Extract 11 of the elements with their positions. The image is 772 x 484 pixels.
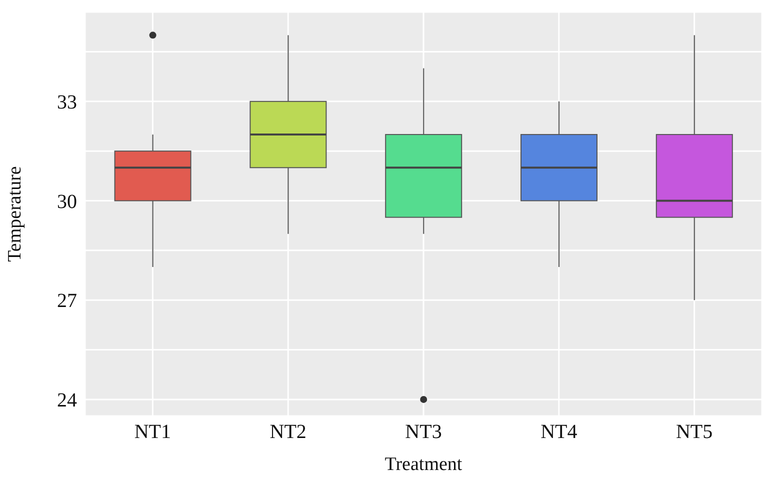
x-axis-title: Treatment (384, 454, 463, 475)
y-tick-label: 27 (57, 290, 77, 312)
x-tick-label: NT3 (405, 421, 442, 444)
y-tick-label: 33 (57, 92, 77, 114)
y-tick-label: 24 (57, 390, 77, 412)
y-axis-title: Temperature (4, 166, 26, 262)
x-tick-label: NT4 (540, 421, 578, 444)
x-tick-label: NT2 (270, 421, 306, 444)
x-tick-label: NT5 (676, 421, 713, 444)
x-tick-label: NT1 (134, 421, 172, 444)
y-tick-label: 30 (57, 190, 77, 213)
